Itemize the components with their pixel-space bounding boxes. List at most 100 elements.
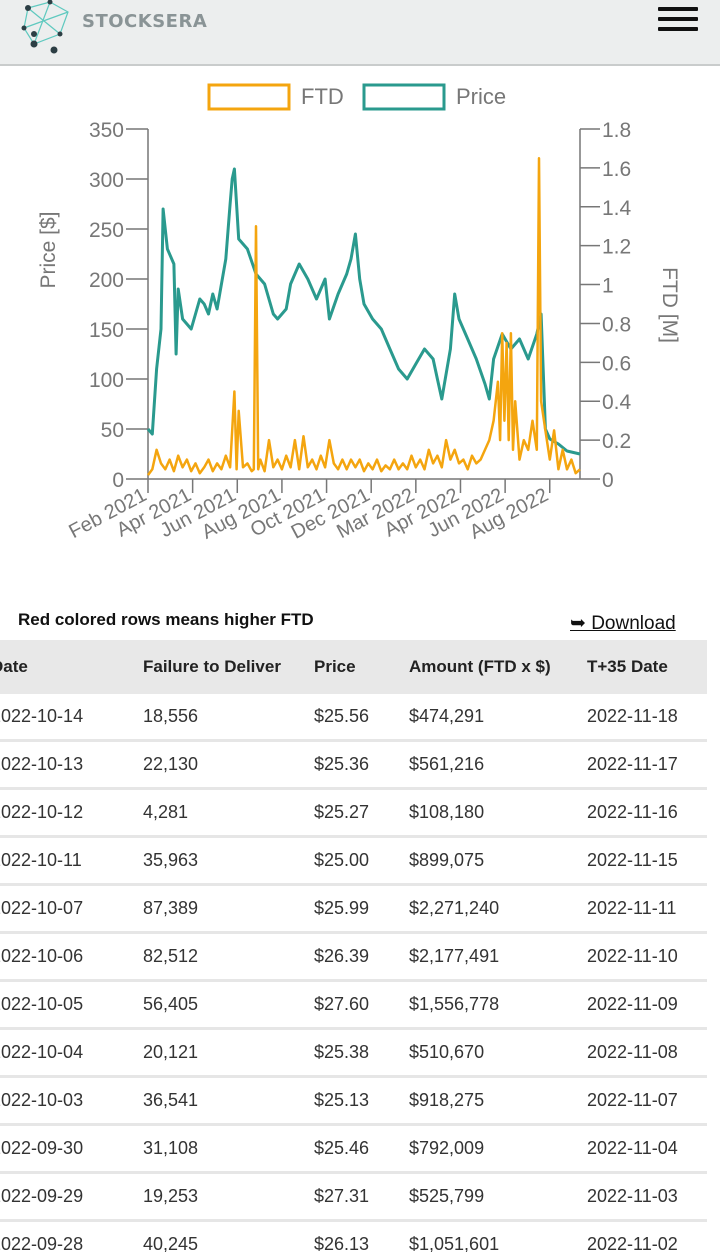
- cell-amount: $2,271,240: [409, 886, 587, 934]
- left-tick-label: 100: [89, 369, 124, 392]
- price-series-line[interactable]: [146, 167, 581, 456]
- cell-price: $25.56: [314, 694, 409, 742]
- table-row: 2022-09-30 31,108 $25.46 $792,009 2022-11-04: [0, 1126, 707, 1174]
- network-logo-icon: [21, 0, 69, 54]
- left-tick-label: 150: [89, 319, 124, 342]
- cell-t35-date: 2022-11-18: [587, 694, 707, 742]
- cell-t35-date: 2022-11-11: [587, 886, 707, 934]
- cell-ftd: 19,253: [143, 1174, 314, 1222]
- ftd-price-chart: FTD Price Price [$] FTD [M] 0 50 100 150 200…: [37, 83, 681, 544]
- cell-t35-date: 2022-11-17: [587, 742, 707, 790]
- right-tick-label: 0.4: [602, 391, 632, 414]
- chart-legend[interactable]: FTD Price: [207, 83, 506, 111]
- header-date[interactable]: Date: [0, 640, 143, 694]
- header-amount[interactable]: Amount (FTD x $): [409, 640, 587, 694]
- cell-date: 2022-09-30: [0, 1126, 143, 1174]
- cell-t35-date: 2022-11-08: [587, 1030, 707, 1078]
- table-row: 2022-10-14 18,556 $25.56 $474,291 2022-11-18: [0, 694, 707, 742]
- table-header-row: Date Failure to Deliver Price Amount (FT…: [0, 640, 707, 694]
- download-link[interactable]: ➥ Download: [570, 613, 676, 634]
- cell-date: 2022-10-03: [0, 1078, 143, 1126]
- cell-date: 2022-09-28: [0, 1222, 143, 1252]
- cell-ftd: 87,389: [143, 886, 314, 934]
- cell-t35-date: 2022-11-07: [587, 1078, 707, 1126]
- cell-price: $25.38: [314, 1030, 409, 1078]
- header-failure-to-deliver[interactable]: Failure to Deliver: [143, 640, 314, 694]
- ftd-series-line[interactable]: [146, 156, 581, 476]
- cell-t35-date: 2022-11-02: [587, 1222, 707, 1252]
- cell-ftd: 22,130: [143, 742, 314, 790]
- stocksera-logo[interactable]: STOCKSERA: [20, 0, 207, 56]
- hamburger-menu-icon[interactable]: [658, 4, 698, 40]
- cell-amount: $792,009: [409, 1126, 587, 1174]
- cell-ftd: 35,963: [143, 838, 314, 886]
- cell-amount: $899,075: [409, 838, 587, 886]
- cell-price: $25.27: [314, 790, 409, 838]
- cell-t35-date: 2022-11-04: [587, 1126, 707, 1174]
- left-tick-label: 300: [89, 169, 124, 192]
- cell-amount: $1,051,601: [409, 1222, 587, 1252]
- legend-price-label[interactable]: Price: [456, 84, 506, 109]
- header-t35-date[interactable]: T+35 Date: [587, 640, 707, 694]
- right-tick-label: 0: [602, 469, 614, 492]
- table-row: 2022-10-13 22,130 $25.36 $561,216 2022-11-17: [0, 742, 707, 790]
- cell-amount: $525,799: [409, 1174, 587, 1222]
- cell-date: 2022-10-12: [0, 790, 143, 838]
- right-tick-label: 1: [602, 275, 614, 298]
- cell-ftd: 31,108: [143, 1126, 314, 1174]
- plot-area: 0 50 100 150 200 250 300 350 0 0.2 0.4 0.6 0.8 1 1.2 1.…: [65, 119, 631, 544]
- cell-ftd: 82,512: [143, 934, 314, 982]
- cell-date: 2022-10-13: [0, 742, 143, 790]
- ftd-table-container[interactable]: Date Failure to Deliver Price Amount (FT…: [0, 640, 720, 1252]
- cell-price: $25.46: [314, 1126, 409, 1174]
- right-tick-label: 1.4: [602, 197, 632, 220]
- cell-date: 2022-09-29: [0, 1174, 143, 1222]
- left-tick-label: 350: [89, 119, 124, 142]
- cell-date: 2022-10-14: [0, 694, 143, 742]
- cell-price: $25.13: [314, 1078, 409, 1126]
- cell-price: $26.39: [314, 934, 409, 982]
- cell-date: 2022-10-05: [0, 982, 143, 1030]
- cell-amount: $108,180: [409, 790, 587, 838]
- table-caption: Red colored rows means higher FTD: [18, 610, 314, 629]
- cell-ftd: 18,556: [143, 694, 314, 742]
- legend-ftd-label[interactable]: FTD: [301, 84, 344, 109]
- cell-amount: $561,216: [409, 742, 587, 790]
- ftd-table: Date Failure to Deliver Price Amount (FT…: [0, 640, 707, 1252]
- table-row: 2022-10-04 20,121 $25.38 $510,670 2022-11-08: [0, 1030, 707, 1078]
- table-row: 2022-09-28 40,245 $26.13 $1,051,601 2022-11-…: [0, 1222, 707, 1252]
- logo-text: STOCKSERA: [82, 11, 208, 32]
- right-tick-label: 0.6: [602, 352, 631, 375]
- cell-ftd: 4,281: [143, 790, 314, 838]
- left-tick-label: 250: [89, 219, 124, 242]
- cell-t35-date: 2022-11-09: [587, 982, 707, 1030]
- cell-t35-date: 2022-11-16: [587, 790, 707, 838]
- cell-t35-date: 2022-11-03: [587, 1174, 707, 1222]
- cell-price: $25.36: [314, 742, 409, 790]
- table-row: 2022-10-12 4,281 $25.27 $108,180 2022-11-16: [0, 790, 707, 838]
- cell-date: 2022-10-04: [0, 1030, 143, 1078]
- cell-price: $25.00: [314, 838, 409, 886]
- cell-amount: $2,177,491: [409, 934, 587, 982]
- legend-ftd-swatch[interactable]: [207, 83, 291, 111]
- cell-date: 2022-10-07: [0, 886, 143, 934]
- cell-amount: $1,556,778: [409, 982, 587, 1030]
- cell-amount: $474,291: [409, 694, 587, 742]
- cell-ftd: 36,541: [143, 1078, 314, 1126]
- legend-price-swatch[interactable]: [362, 83, 446, 111]
- table-row: 2022-10-03 36,541 $25.13 $918,275 2022-11-07: [0, 1078, 707, 1126]
- cell-price: $27.31: [314, 1174, 409, 1222]
- cell-ftd: 56,405: [143, 982, 314, 1030]
- right-tick-label: 1.6: [602, 158, 631, 181]
- cell-price: $26.13: [314, 1222, 409, 1252]
- right-axis-label: FTD [M]: [658, 267, 681, 343]
- cell-amount: $918,275: [409, 1078, 587, 1126]
- cell-ftd: 40,245: [143, 1222, 314, 1252]
- cell-t35-date: 2022-11-15: [587, 838, 707, 886]
- cell-date: 2022-10-06: [0, 934, 143, 982]
- header-price[interactable]: Price: [314, 640, 409, 694]
- right-tick-label: 0.8: [602, 313, 631, 336]
- table-row: 2022-10-07 87,389 $25.99 $2,271,240 2022-11-…: [0, 886, 707, 934]
- cell-price: $27.60: [314, 982, 409, 1030]
- table-row: 2022-10-06 82,512 $26.39 $2,177,491 2022-11-…: [0, 934, 707, 982]
